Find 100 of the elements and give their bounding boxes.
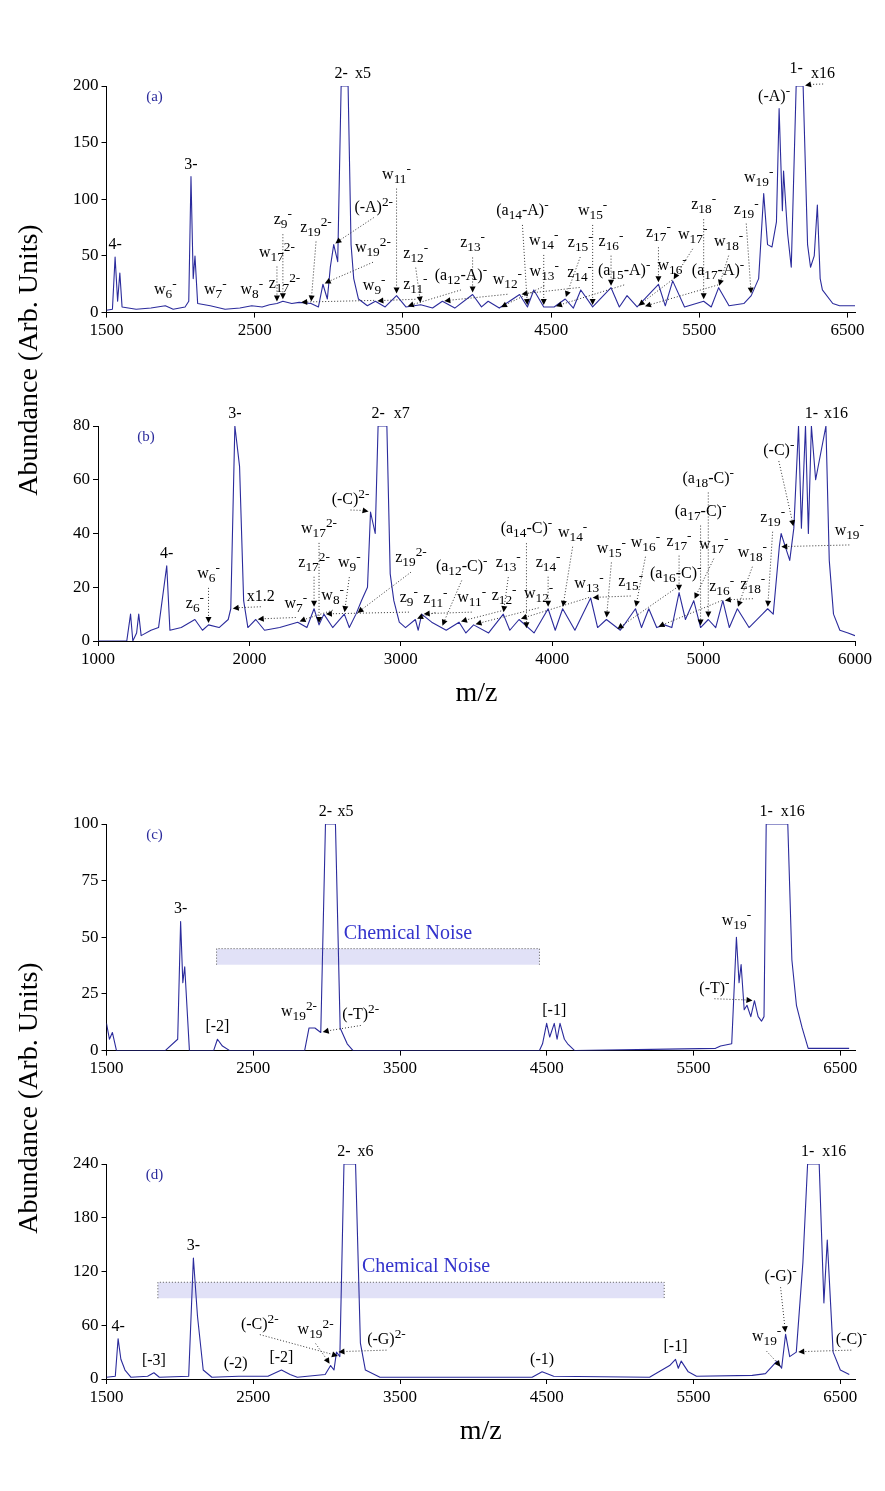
- y-axis-title: Abundance (Arb. Units): [12, 224, 44, 496]
- annotation: (-1): [530, 1350, 555, 1368]
- annotation: (-G)$^{-}$: [764, 1263, 797, 1286]
- x-tick-label: 3500: [383, 1386, 418, 1406]
- annotation: (a$_{12}$-C)$^{-}$: [435, 552, 488, 579]
- x-axis-title: m/z: [455, 675, 498, 707]
- x-axis-title: m/z: [459, 1413, 502, 1445]
- annotation: (-T)$^{2-}$: [342, 1001, 380, 1024]
- annotation: 4-: [111, 1317, 125, 1335]
- annotation: (-C)$^{-}$: [835, 1326, 867, 1349]
- x-tick-label: 4000: [535, 648, 570, 668]
- annotation: (-C)$^{2-}$: [240, 1310, 279, 1333]
- y-tick-label: 120: [73, 1260, 99, 1280]
- annotation: (-A)$^{-}$: [758, 82, 791, 105]
- x-tick-label: 1000: [81, 648, 115, 668]
- y-tick-label: 60: [81, 1314, 99, 1334]
- annotation: 2-: [334, 64, 348, 82]
- annotation: 4-: [160, 544, 174, 562]
- x-tick-label: 1500: [89, 320, 124, 340]
- x-tick-label: 6500: [823, 1386, 858, 1406]
- annotation: x1.2: [246, 587, 275, 605]
- band-label: Chemical Noise: [343, 920, 473, 943]
- x-tick-label: 5500: [682, 320, 717, 340]
- y-tick-label: 75: [81, 870, 99, 890]
- x-tick-label: 4500: [529, 1058, 564, 1078]
- x-tick-label: 2500: [236, 1058, 271, 1078]
- x-tick-label: 5000: [686, 648, 721, 668]
- y-tick-label: 0: [90, 1040, 99, 1060]
- annotation: (a$_{16}$-C)$^{-}$: [650, 560, 702, 587]
- y-tick-label: 50: [81, 926, 99, 946]
- annotation: x16: [811, 64, 836, 82]
- x-tick-label: 1500: [89, 1058, 124, 1078]
- annotation: [-1]: [663, 1337, 688, 1356]
- annotation: 1-: [804, 404, 819, 422]
- y-tick-label: 150: [73, 132, 99, 152]
- annotation: x7: [393, 404, 410, 422]
- x-tick-label: 1500: [89, 1386, 124, 1406]
- annotation: 1-: [789, 59, 803, 77]
- x-tick-label: 6500: [823, 1058, 858, 1078]
- y-tick-label: 0: [81, 630, 90, 650]
- annotation: 3-: [184, 155, 198, 173]
- annotation: 2-: [318, 802, 333, 820]
- annotation: 3-: [228, 404, 242, 422]
- chart-title: (b): [137, 427, 155, 444]
- x-tick-label: 5500: [676, 1386, 711, 1406]
- x-tick-label: 3500: [383, 1058, 418, 1078]
- y-tick-label: 40: [73, 522, 90, 542]
- x-tick-label: 2500: [237, 320, 272, 340]
- annotation: (-C)$^{-}$: [763, 437, 795, 460]
- x-tick-label: 2000: [232, 648, 267, 668]
- y-tick-label: 0: [90, 1368, 99, 1388]
- annotation: x16: [822, 1142, 847, 1160]
- annotation: 1-: [800, 1142, 815, 1160]
- annotation: 3-: [173, 899, 188, 918]
- annotation: [-3]: [141, 1351, 166, 1369]
- chart-title: (d): [145, 1165, 164, 1182]
- annotation: (a$_{15}$-A)$^{-}$: [597, 256, 651, 283]
- x-tick-label: 2500: [236, 1386, 271, 1406]
- annotation: [-2]: [205, 1017, 230, 1036]
- y-tick-label: 100: [73, 813, 99, 833]
- annotation: 3-: [186, 1236, 201, 1255]
- x-tick-label: 4500: [529, 1386, 564, 1406]
- annotation: [-2]: [269, 1348, 294, 1367]
- y-tick-label: 180: [73, 1207, 99, 1227]
- annotation: x16: [780, 802, 805, 820]
- annotation: (-C)$^{2-}$: [331, 486, 370, 508]
- y-tick-label: 50: [81, 245, 99, 265]
- annotation: x16: [823, 404, 848, 422]
- annotation: (a$_{17}$-C)$^{-}$: [674, 497, 727, 524]
- y-tick-label: 80: [73, 415, 90, 435]
- y-tick-label: 60: [73, 469, 90, 489]
- annotation: (-G)$^{2-}$: [367, 1326, 406, 1349]
- x-tick-label: 6000: [838, 648, 872, 668]
- annotation: (-A)$^{2-}$: [354, 193, 394, 216]
- annotation: x6: [357, 1142, 374, 1160]
- annotation: (a$_{17}$-A)$^{-}$: [691, 256, 745, 283]
- annotation: (a$_{12}$-A)$^{-}$: [434, 261, 488, 288]
- band-label: Chemical Noise: [361, 1254, 491, 1277]
- annotation: 1-: [759, 802, 773, 820]
- y-axis-title: Abundance (Arb. Units): [12, 962, 44, 1234]
- annotation: x5: [355, 64, 372, 82]
- x-tick-label: 4500: [534, 320, 569, 340]
- y-tick-label: 200: [73, 75, 99, 95]
- annotation: (-2): [223, 1354, 248, 1373]
- x-tick-label: 3500: [385, 320, 420, 340]
- x-tick-label: 3000: [383, 648, 418, 668]
- annotation: [-1]: [542, 1001, 567, 1020]
- annotation: 2-: [371, 404, 385, 422]
- annotation: (a$_{14}$-A)$^{-}$: [496, 196, 549, 223]
- annotation: (a$_{14}$-C)$^{-}$: [500, 515, 553, 542]
- y-tick-label: 100: [73, 188, 99, 208]
- x-tick-label: 5500: [676, 1058, 711, 1078]
- annotation: (a$_{18}$-C)$^{-}$: [682, 464, 735, 491]
- y-tick-label: 25: [81, 983, 99, 1003]
- annotation: 4-: [108, 235, 122, 254]
- annotation: 2-: [337, 1142, 351, 1160]
- chart-title: (c): [146, 825, 163, 842]
- y-tick-label: 20: [73, 576, 90, 596]
- annotation: (-T)$^{-}$: [699, 974, 730, 997]
- annotation: x5: [337, 802, 354, 820]
